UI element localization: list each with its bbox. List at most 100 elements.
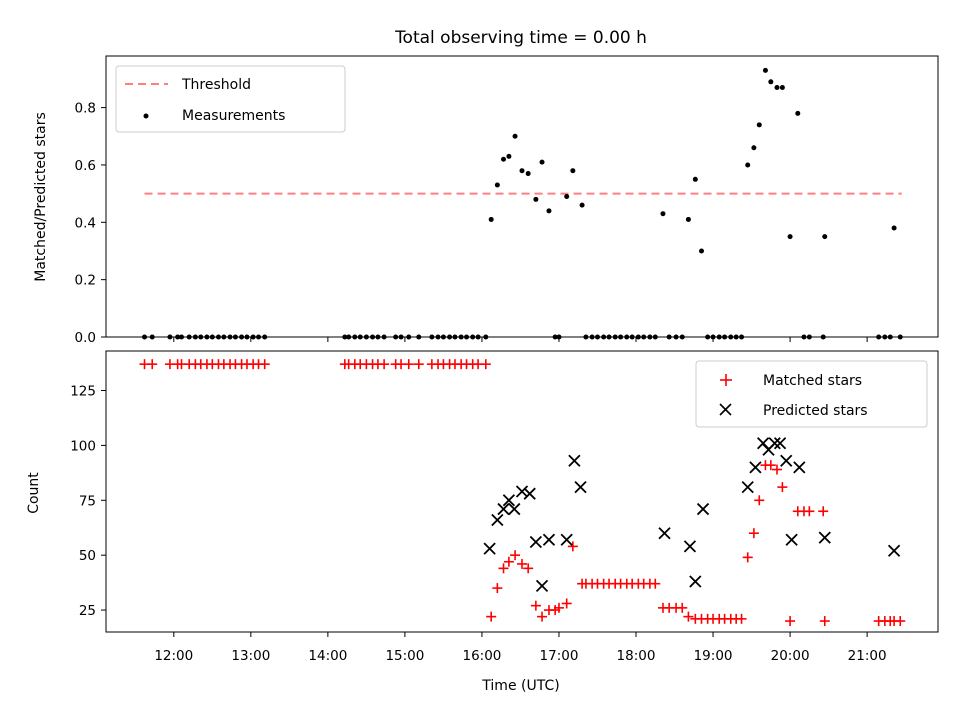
measurement-point: [594, 334, 600, 340]
measurement-point: [416, 334, 422, 340]
matched-star-point: [523, 563, 534, 574]
measurement-point: [546, 208, 552, 214]
measurement-point: [244, 334, 250, 340]
predicted-stars-points: [483, 437, 901, 593]
measurement-point: [447, 334, 453, 340]
matched-star-point: [498, 563, 509, 574]
measurement-point: [564, 194, 570, 199]
measurement-point: [464, 334, 470, 340]
bottom-y-ticks: 25 50 75 100 125: [70, 384, 106, 619]
top-axes-frame: [105, 55, 939, 338]
measurement-point: [209, 334, 215, 340]
measurement-point: [641, 334, 647, 340]
matched-star-point: [530, 600, 541, 611]
measurement-point: [494, 182, 500, 188]
measurement-point: [666, 334, 672, 340]
measurement-point: [768, 79, 774, 85]
top-x-ticks: [173, 337, 868, 342]
matched-star-point: [818, 506, 829, 517]
measurement-point: [512, 133, 518, 139]
matched-star-point: [748, 528, 759, 539]
measurement-point: [685, 216, 691, 222]
predicted-star-point: [497, 502, 510, 516]
bottom-x-ticks: 12:00 13:00 14:00 15:00 16:00 17:00 18:00 19:00…: [154, 632, 887, 664]
measurement-point: [583, 334, 589, 340]
measurement-point: [751, 145, 757, 151]
bottom-x-tick-label: 14:00: [308, 648, 347, 664]
measurement-point: [756, 122, 762, 128]
measurement-point: [795, 110, 801, 116]
measurement-point: [692, 176, 698, 182]
matched-star-point: [819, 616, 830, 627]
measurement-point: [779, 85, 785, 91]
measurement-point: [204, 334, 210, 340]
bottom-x-tick-label: 19:00: [694, 648, 733, 664]
measurement-point: [167, 334, 173, 340]
measurement-point: [739, 334, 745, 340]
chart-title: Total observing time = 0.00 h: [394, 28, 647, 48]
measurement-point: [357, 334, 363, 340]
bottom-x-tick-label: 21:00: [848, 648, 887, 664]
measurement-point: [612, 334, 618, 340]
predicted-star-point: [491, 513, 504, 527]
matched-star-point: [765, 460, 776, 471]
legend-predicted-swatch: [719, 403, 732, 416]
measurement-point: [363, 334, 369, 340]
measurement-point: [887, 334, 893, 340]
measurement-point: [647, 334, 653, 340]
bottom-x-tick-label: 20:00: [771, 648, 810, 664]
predicted-star-point: [696, 502, 710, 516]
matched-star-point: [517, 558, 527, 569]
matched-star-point: [379, 359, 390, 370]
measurement-point: [570, 168, 576, 174]
measurement-point: [552, 334, 558, 340]
matched-star-point: [804, 506, 815, 517]
measurement-point: [429, 334, 435, 340]
measurement-point: [624, 334, 630, 340]
measurement-point: [876, 334, 882, 340]
predicted-star-point: [768, 437, 781, 450]
measurement-point: [239, 334, 245, 340]
measurement-point: [250, 334, 256, 340]
matched-star-point: [754, 495, 765, 506]
measurement-point: [660, 211, 666, 217]
matched-star-point: [736, 613, 747, 624]
legend-matched-swatch: [720, 374, 732, 386]
measurement-point: [393, 334, 399, 340]
predicted-star-point: [818, 531, 831, 544]
predicted-star-point: [560, 533, 573, 546]
predicted-star-point: [658, 527, 671, 540]
measurement-point: [375, 334, 381, 340]
top-y-tick-label: 0.6: [75, 158, 96, 174]
measurement-point: [705, 334, 711, 340]
measurement-point: [381, 334, 387, 340]
bottom-y-tick-label: 75: [79, 493, 96, 509]
measurement-point: [262, 334, 268, 340]
predicted-star-point: [574, 480, 587, 494]
predicted-star-point: [887, 544, 901, 557]
measurement-point: [256, 334, 262, 340]
matched-star-point: [553, 602, 564, 613]
bottom-y-tick-label: 100: [70, 438, 96, 454]
measurement-point: [539, 159, 545, 165]
measurement-point: [801, 334, 807, 340]
matched-star-point: [683, 611, 694, 622]
matched-star-point: [777, 482, 788, 493]
x-axis-label: Time (UTC): [481, 678, 559, 694]
measurement-point: [673, 334, 679, 340]
measurement-point: [519, 168, 525, 174]
measurement-point: [679, 334, 685, 340]
measurement-point: [192, 334, 198, 340]
bottom-y-tick-label: 125: [70, 384, 96, 400]
bottom-axes-frame: [105, 350, 939, 633]
matched-star-point: [785, 616, 796, 627]
matched-star-point: [742, 552, 753, 563]
matched-star-point: [492, 583, 503, 594]
measurement-point: [629, 334, 635, 340]
measurement-point: [774, 85, 780, 91]
bottom-x-tick-label: 15:00: [385, 648, 424, 664]
measurement-point: [221, 334, 227, 340]
measurement-point: [232, 334, 238, 340]
top-panel: 0.00.20.40.60.8 Matched/Predicted stars …: [33, 55, 939, 346]
